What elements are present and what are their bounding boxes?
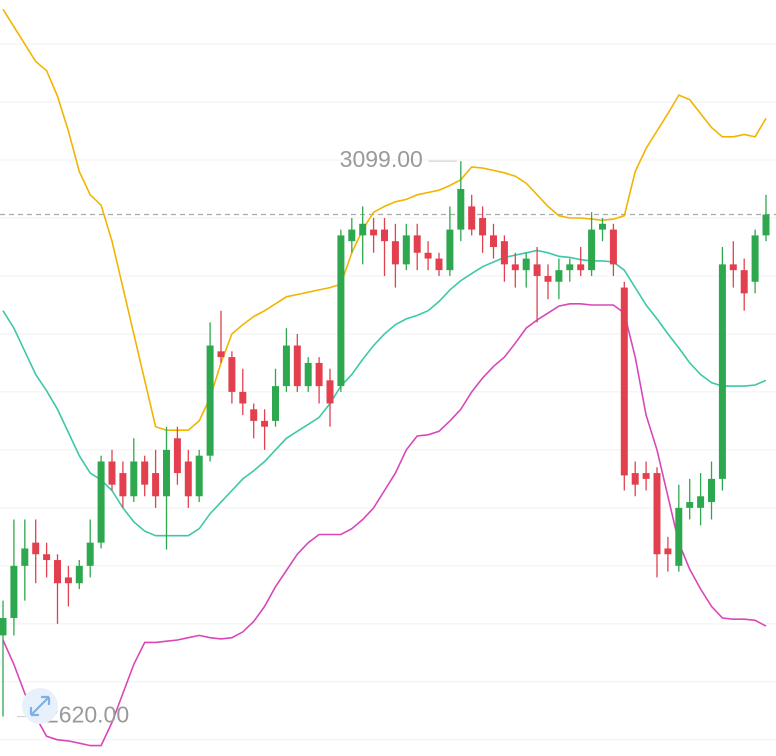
candle-body [43, 554, 51, 561]
candle-body [490, 235, 497, 247]
annotations: 3099.00 2620.00 [17, 146, 457, 728]
candle-body [239, 391, 247, 404]
candle-body [588, 229, 596, 271]
band-line [2, 249, 767, 537]
candle-body [0, 618, 7, 636]
candle-body [141, 461, 149, 485]
candle-body [250, 409, 258, 421]
candle-body [228, 357, 236, 392]
candle-body [631, 473, 639, 485]
candle-body [32, 542, 40, 555]
band-line [2, 8, 767, 431]
candle-body [370, 229, 378, 236]
candle-body [195, 455, 203, 497]
candle-body [413, 235, 421, 253]
candle-body [54, 560, 61, 584]
candle-body [511, 264, 519, 271]
candle-body [468, 206, 476, 230]
candle-body [217, 351, 225, 358]
candle-body [10, 565, 18, 619]
candle-body [729, 264, 737, 271]
candle-body [642, 473, 650, 479]
candle-body [337, 235, 345, 387]
annotation-label: 3099.00 [340, 146, 423, 172]
candle-body [173, 438, 181, 474]
candle-body [402, 235, 410, 265]
candle-body [533, 264, 541, 276]
candle-body [620, 287, 628, 476]
candle-body [119, 473, 127, 497]
candle-body [391, 241, 399, 265]
candle-body [577, 264, 585, 271]
candle-body [293, 345, 301, 387]
candle-body [424, 252, 432, 259]
candle-body [751, 235, 759, 282]
candle-body [686, 502, 694, 508]
candle-body [152, 473, 160, 497]
candle-body [446, 229, 454, 271]
candle-body [457, 189, 465, 230]
candle-body [500, 241, 508, 265]
candle-body [566, 264, 574, 271]
candle-body [326, 380, 334, 404]
zoom-icon[interactable] [22, 688, 58, 724]
candle-body [21, 548, 29, 566]
candle-body [653, 473, 661, 555]
candle-body [75, 565, 83, 584]
candle-body [664, 548, 672, 555]
candle-body [479, 217, 487, 236]
candle-body [762, 214, 770, 236]
candle-body [381, 229, 388, 242]
candle-body [544, 275, 552, 282]
candle-body [348, 229, 356, 242]
candle-body [522, 258, 530, 271]
candle-body [609, 229, 617, 265]
annotation-label: 2620.00 [46, 702, 129, 728]
candle-body [282, 345, 290, 387]
candle-body [599, 223, 606, 230]
candle-body [675, 507, 683, 566]
candle-body [697, 496, 705, 508]
candle-body [130, 461, 138, 497]
candle-body [108, 461, 116, 485]
candle-body [740, 270, 748, 294]
bands [2, 8, 767, 747]
candle-body [272, 386, 279, 421]
candle-body [718, 264, 726, 479]
candle-body [304, 362, 312, 387]
candle-body [315, 362, 323, 387]
candle-body [86, 542, 94, 566]
candle-body [206, 345, 214, 456]
candle-body [708, 478, 715, 503]
band-line [2, 303, 767, 747]
candle-body [435, 258, 443, 271]
candle-body [97, 461, 105, 543]
candle-body [163, 449, 170, 497]
candle-body [184, 461, 192, 497]
candle-body [261, 420, 269, 427]
grid [0, 43, 776, 741]
candle-body [64, 577, 72, 584]
candles [0, 161, 770, 717]
candle-body [555, 270, 563, 282]
candle-body [359, 223, 367, 236]
